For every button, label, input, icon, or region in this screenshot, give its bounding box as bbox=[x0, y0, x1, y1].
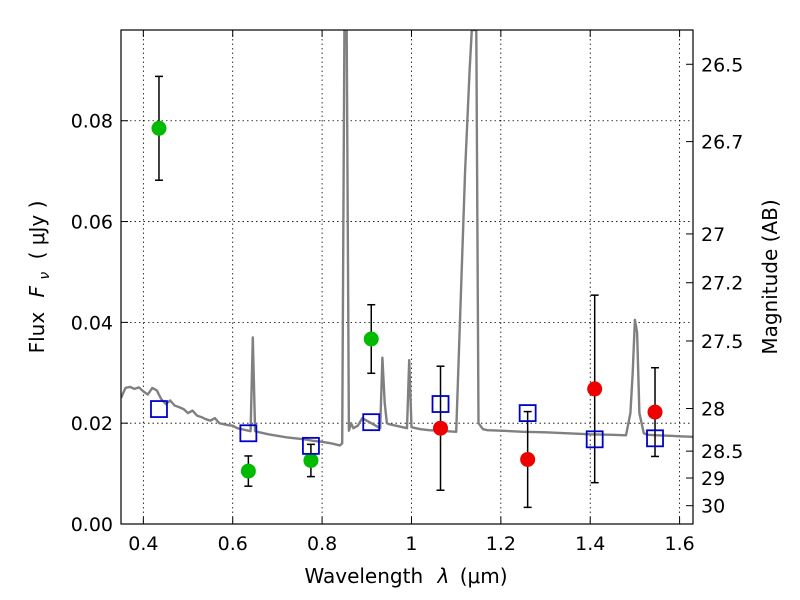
x-axis-unit: (μm) bbox=[460, 564, 508, 588]
green-data-point bbox=[151, 120, 167, 136]
model-photometry-square bbox=[302, 436, 320, 455]
x-axis-title: Wavelength λ (μm) bbox=[304, 564, 507, 588]
model-photometry-square bbox=[431, 395, 450, 413]
y-axis-unit: ( μJy ) bbox=[25, 201, 49, 260]
model-photometry-square bbox=[362, 413, 381, 432]
model-spectrum-line bbox=[121, 30, 693, 447]
x-tick-label: 1.4 bbox=[575, 533, 605, 555]
y-tick-label: 0.08 bbox=[71, 111, 113, 133]
grid-lines bbox=[121, 30, 693, 524]
y-tick-label: 0.02 bbox=[71, 413, 113, 435]
plot-area bbox=[121, 30, 693, 509]
x-tick-label: 1.2 bbox=[486, 533, 516, 555]
x-axis: 0.4 0.6 0.8 1 1.2 1.4 1.6 bbox=[128, 30, 695, 555]
y-tick-label: 0.04 bbox=[71, 312, 113, 334]
x-axis-symbol: λ bbox=[437, 564, 450, 588]
model-photometry-square bbox=[518, 404, 537, 423]
y2-tick-label: 26.5 bbox=[701, 54, 743, 76]
y2-tick-label: 27.5 bbox=[701, 331, 743, 353]
y2-tick-label: 30 bbox=[701, 496, 725, 518]
y-axis: 0.00 0.02 0.04 0.06 0.08 bbox=[71, 111, 128, 536]
green-data-point bbox=[363, 331, 379, 347]
x-tick-label: 1 bbox=[405, 533, 417, 555]
x-tick-label: 1.6 bbox=[664, 533, 694, 555]
model-photometry-square bbox=[646, 429, 664, 448]
y2-axis: 26.5 26.7 27 27.2 27.5 28 28.5 29 30 bbox=[686, 54, 743, 518]
green-data-point bbox=[240, 463, 256, 479]
x-tick-label: 0.6 bbox=[218, 533, 248, 555]
red-data-point bbox=[647, 404, 663, 420]
y-tick-label: 0.00 bbox=[71, 514, 113, 536]
y2-tick-label: 28.5 bbox=[701, 441, 743, 463]
y2-tick-label: 26.7 bbox=[701, 132, 743, 154]
y-axis-title: Flux F ν ( μJy ) bbox=[25, 201, 54, 354]
red-data-point bbox=[520, 451, 536, 467]
y-tick-label: 0.06 bbox=[71, 212, 113, 234]
y-axis-label: Flux bbox=[25, 312, 49, 354]
plot-frame bbox=[120, 29, 694, 525]
y2-axis-title: Magnitude (AB) bbox=[758, 199, 782, 354]
y2-tick-label: 29 bbox=[701, 468, 725, 490]
y2-tick-label: 27 bbox=[701, 224, 725, 246]
x-tick-label: 0.4 bbox=[128, 533, 158, 555]
y-axis-symbol: F bbox=[25, 285, 49, 297]
green-data-point bbox=[303, 452, 319, 468]
red-data-point bbox=[587, 381, 603, 397]
x-tick-label: 0.8 bbox=[307, 533, 337, 555]
x-axis-label: Wavelength bbox=[304, 564, 423, 588]
model-photometry-square bbox=[239, 424, 258, 443]
y-axis-subscript: ν bbox=[37, 272, 53, 280]
model-photometry-square bbox=[150, 400, 168, 418]
y2-tick-label: 28 bbox=[701, 399, 725, 421]
y2-tick-label: 27.2 bbox=[701, 273, 743, 295]
model-photometry-square bbox=[585, 430, 604, 449]
red-data-point bbox=[433, 420, 449, 436]
